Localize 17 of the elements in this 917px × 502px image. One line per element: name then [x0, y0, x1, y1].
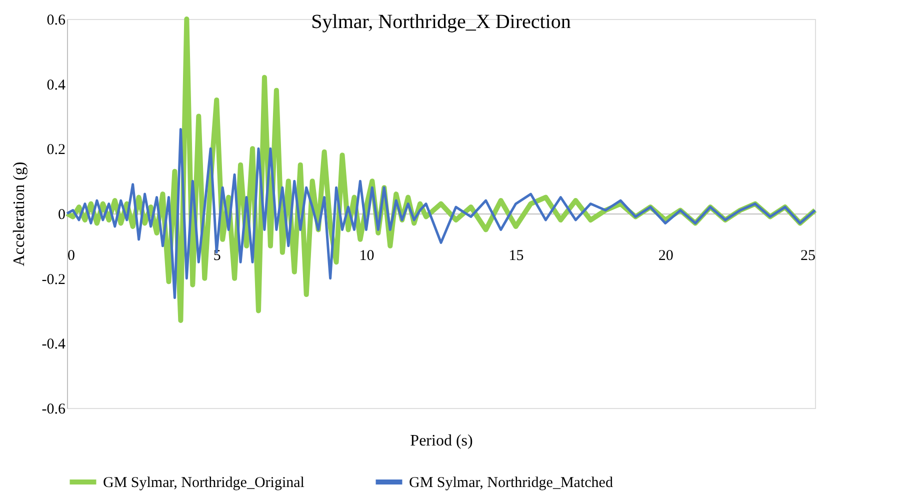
- y-axis-title: Acceleration (g): [10, 162, 28, 266]
- legend-label: GM Sylmar, Northridge_Matched: [409, 475, 614, 491]
- y-tick-label: -0.4: [42, 336, 66, 353]
- y-tick-label: 0.2: [46, 142, 66, 158]
- line-series: [66, 128, 816, 300]
- legend-label: GM Sylmar, Northridge_Original: [103, 475, 304, 491]
- x-tick-label: 15: [508, 248, 524, 264]
- y-tick-label: -0.2: [42, 272, 66, 288]
- x-axis-title: Period (s): [410, 432, 473, 450]
- y-tick-label: 0.4: [46, 77, 66, 94]
- x-tick-label: 25: [800, 248, 816, 264]
- x-tick-label: 10: [359, 248, 374, 264]
- y-tick-label: 0.6: [46, 12, 66, 28]
- chart-title: Sylmar, Northridge_X Direction: [311, 11, 571, 33]
- x-tick-label: 20: [658, 248, 674, 264]
- y-tick-label: 0: [58, 207, 66, 223]
- y-tick-label: -0.6: [42, 402, 66, 418]
